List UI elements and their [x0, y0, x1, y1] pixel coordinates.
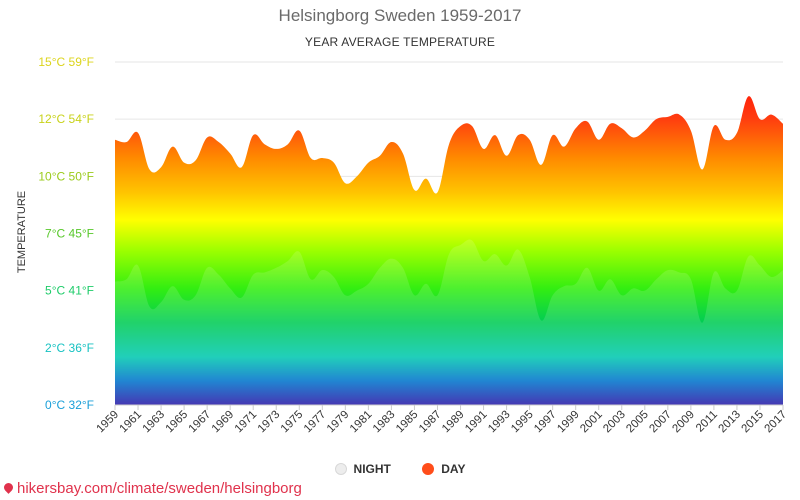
legend-label-night: NIGHT	[353, 462, 391, 476]
x-tick-label-20: 1999	[555, 409, 582, 436]
x-tick-label-14: 1987	[417, 409, 444, 436]
x-tick-label-19: 1997	[532, 409, 559, 436]
x-tick-label-27: 2013	[716, 409, 743, 436]
y-tick-label-6: 15°C 59°F	[38, 55, 94, 69]
y-tick-label-0: 0°C 32°F	[45, 398, 94, 412]
x-tick-label-17: 1993	[486, 409, 513, 436]
x-tick-label-3: 1965	[164, 409, 191, 436]
x-tick-label-29: 2017	[763, 409, 790, 436]
x-tick-label-6: 1971	[233, 409, 260, 436]
watermark-link[interactable]: hikersbay.com/climate/sweden/helsingborg	[2, 480, 302, 497]
x-tick-label-23: 2005	[624, 409, 651, 436]
watermark-text: hikersbay.com/climate/sweden/helsingborg	[17, 480, 302, 497]
x-tick-label-11: 1981	[348, 409, 375, 436]
x-tick-label-8: 1975	[279, 409, 306, 436]
x-tick-label-1: 1961	[118, 409, 145, 436]
location-pin-icon	[2, 481, 15, 494]
x-tick-label-25: 2009	[670, 409, 697, 436]
legend-label-day: DAY	[441, 462, 466, 476]
x-tick-label-2: 1963	[141, 409, 168, 436]
chart-title: Helsingborg Sweden 1959-2017	[278, 6, 522, 25]
day-swatch-icon	[422, 463, 435, 475]
x-tick-label-12: 1983	[371, 409, 398, 436]
series-area-night	[115, 239, 783, 405]
x-tick-label-9: 1977	[302, 409, 329, 436]
x-tick-label-26: 2011	[694, 409, 720, 435]
y-tick-label-1: 2°C 36°F	[45, 341, 94, 355]
night-swatch-icon	[334, 463, 347, 475]
legend-item-night[interactable]: NIGHT	[334, 462, 391, 476]
x-tick-label-7: 1973	[256, 409, 283, 436]
x-tick-label-16: 1991	[463, 409, 490, 436]
x-tick-label-28: 2015	[740, 409, 767, 436]
y-tick-label-2: 5°C 41°F	[45, 284, 94, 298]
x-axis: 1959196119631965196719691971197319751977…	[95, 404, 790, 436]
x-tick-label-10: 1979	[325, 409, 352, 436]
x-tick-label-22: 2003	[601, 409, 628, 436]
x-tick-label-4: 1967	[187, 409, 214, 436]
x-tick-label-0: 1959	[95, 409, 122, 436]
series-areas	[115, 96, 783, 406]
x-tick-label-21: 2001	[578, 409, 605, 436]
x-tick-label-5: 1969	[210, 409, 237, 436]
y-tick-label-4: 10°C 50°F	[38, 169, 94, 183]
x-tick-label-13: 1985	[394, 409, 421, 436]
x-tick-label-18: 1995	[509, 409, 536, 436]
legend: NIGHT DAY	[0, 462, 800, 478]
legend-item-day[interactable]: DAY	[422, 462, 465, 476]
y-tick-label-3: 7°C 45°F	[45, 227, 94, 241]
chart-subtitle: YEAR AVERAGE TEMPERATURE	[304, 35, 496, 49]
x-tick-label-24: 2007	[647, 409, 674, 436]
series-area-day	[115, 96, 783, 406]
y-tick-label-5: 12°C 54°F	[38, 112, 94, 126]
x-tick-label-15: 1989	[440, 409, 467, 436]
y-axis: 0°C 32°F 2°C 36°F 5°C 41°F 7°C 45°F 10°C 50°…	[38, 55, 94, 412]
